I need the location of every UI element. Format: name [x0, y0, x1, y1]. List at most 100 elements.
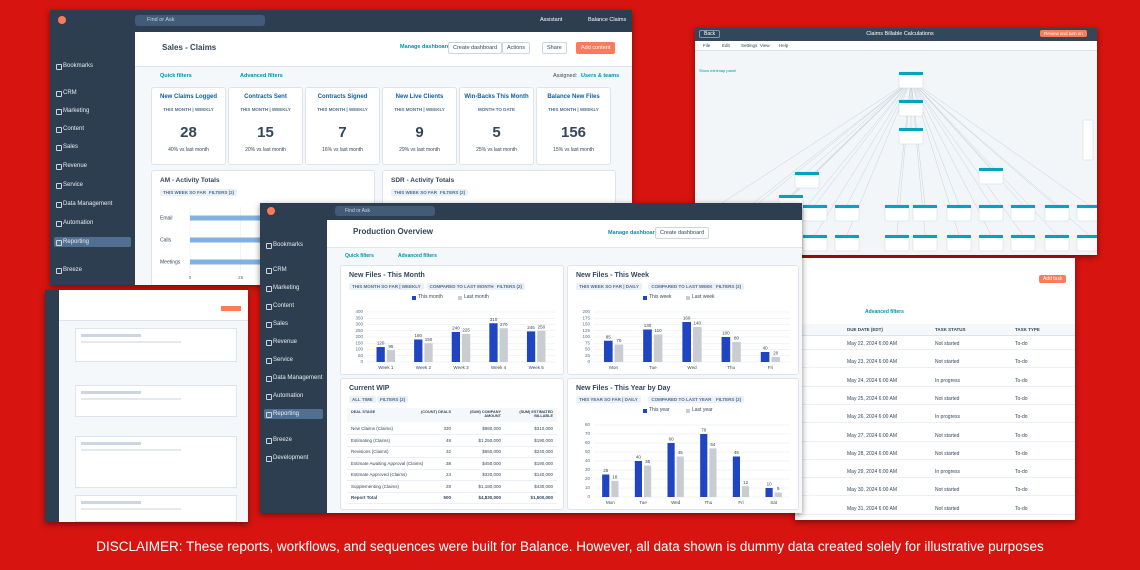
nav-item[interactable]: CRM	[63, 90, 77, 96]
nav-icon	[266, 394, 272, 400]
zoom-control	[1082, 119, 1094, 161]
chart-tag[interactable]: FILTERS (2)	[713, 396, 745, 403]
bar	[732, 342, 741, 362]
cell: $4,830,000	[478, 495, 501, 500]
header-button[interactable]: Share	[542, 42, 567, 54]
dashboard-title[interactable]: Sales - Claims	[162, 43, 217, 52]
nav-item[interactable]: Automation	[273, 393, 304, 399]
nav-item[interactable]: Data Management	[273, 375, 323, 381]
nav-item[interactable]: Bookmarks	[273, 242, 304, 248]
menu-item[interactable]: File	[703, 42, 711, 48]
cell: $190,000	[534, 437, 553, 443]
chart-tag[interactable]: THIS WEEK SO FAR | DAILY	[576, 283, 642, 290]
advanced-filters[interactable]: Advanced filters	[398, 253, 437, 259]
header-button[interactable]: Create dashboard	[655, 227, 710, 239]
assigned-value[interactable]: Users & teams	[581, 73, 620, 79]
nav-item[interactable]: Revenue	[273, 339, 298, 345]
row-divider	[347, 503, 557, 504]
menu-item[interactable]: Help	[779, 42, 789, 48]
quick-filters[interactable]: Quick filters	[160, 73, 192, 79]
chart-tag[interactable]: FILTERS (2)	[437, 189, 469, 196]
chart-tag[interactable]: THIS WEEK SO FAR	[391, 189, 441, 196]
add-task-button[interactable]: Add task	[1039, 275, 1067, 283]
nav-item[interactable]: Revenue	[63, 163, 88, 169]
assistant[interactable]: Assistant	[540, 17, 563, 23]
cell: $310,000	[534, 426, 553, 431]
header-button[interactable]: Create dashboard	[448, 42, 503, 54]
chart-tag[interactable]: THIS WEEK SO FAR	[160, 189, 210, 196]
account-name[interactable]: Balance Claims	[588, 17, 627, 23]
nav-item[interactable]: Content	[63, 126, 85, 132]
quick-filters[interactable]: Quick filters	[345, 253, 374, 259]
advanced-filters[interactable]: Advanced filters	[865, 309, 904, 315]
nav-item[interactable]: Breeze	[273, 437, 293, 443]
cell: To-do	[1015, 450, 1028, 457]
bar	[414, 339, 423, 362]
cell: 32	[445, 449, 451, 454]
chart-tag[interactable]: THIS MONTH SO FAR | WEEKLY	[349, 283, 424, 290]
nav-item[interactable]: Automation	[63, 220, 94, 226]
nav-item[interactable]: Reporting	[264, 409, 323, 419]
turn-on-button[interactable]: Review and turn on	[1040, 30, 1087, 37]
header-button[interactable]: Actions	[502, 42, 531, 54]
kpi-title: New Claims Logged	[159, 94, 217, 100]
row-divider	[347, 491, 557, 493]
menu-item[interactable]: View	[760, 42, 770, 48]
orange-button[interactable]	[221, 306, 241, 311]
connector	[910, 79, 1090, 206]
cell: Not started	[935, 450, 960, 457]
nav-item[interactable]: Service	[273, 357, 294, 363]
column-header: TASK TYPE	[1015, 327, 1040, 332]
advanced-filters[interactable]: Advanced filters	[240, 73, 283, 79]
cell: To-do	[1015, 432, 1028, 439]
data-label: 20	[773, 351, 779, 356]
bar	[526, 331, 536, 362]
data-label: 245	[527, 325, 535, 330]
nav-item[interactable]: Data Management	[63, 201, 113, 207]
chart-title: New Files - This Month	[349, 272, 425, 279]
chart-tag[interactable]: THIS YEAR SO FAR | DAILY	[576, 396, 641, 403]
node-accent	[979, 235, 1003, 238]
menu-item[interactable]: Settings	[741, 42, 758, 48]
y-tick-label: Meetings	[160, 259, 181, 265]
chart-tag[interactable]: COMPARED TO LAST MONTH	[426, 283, 497, 290]
chart-tag[interactable]: FILTERS (2)	[713, 283, 745, 290]
nav-item[interactable]: Sales	[63, 144, 79, 150]
bar	[614, 344, 624, 362]
nav-item[interactable]: Service	[63, 182, 84, 188]
nav-item[interactable]: Bookmarks	[63, 63, 94, 69]
nav-item[interactable]: Sales	[273, 321, 289, 327]
dashboard-title[interactable]: Production Overview	[353, 227, 434, 236]
table-tag[interactable]: ALL TIME	[349, 396, 376, 403]
search-box[interactable]: Find or Ask	[335, 206, 435, 216]
search-box[interactable]: Find or Ask	[135, 15, 265, 26]
node-accent	[1045, 235, 1069, 238]
table-tag[interactable]: FILTERS (2)	[377, 396, 409, 403]
minimap-link[interactable]: Show minimap panel	[699, 68, 737, 73]
chart-tag[interactable]: COMPARED TO LAST YEAR	[648, 396, 715, 403]
chart-tag[interactable]: COMPARED TO LAST WEEK	[648, 283, 716, 290]
nav-item[interactable]: Content	[273, 303, 295, 309]
bar	[537, 330, 546, 362]
header-button[interactable]: Manage dashboards	[400, 44, 454, 50]
chart-tag[interactable]: FILTERS (2)	[206, 189, 238, 196]
node-accent	[803, 205, 827, 208]
header-button[interactable]: Manage dashboards	[608, 230, 662, 236]
bar	[709, 448, 717, 497]
y-tick-label: 200	[355, 334, 363, 339]
table-header	[347, 408, 557, 422]
menu-item[interactable]: Edit	[722, 42, 730, 48]
cell: $140,000	[534, 472, 553, 477]
top-bar: Find or Ask	[260, 203, 802, 220]
chart-tag[interactable]: FILTERS (2)	[493, 283, 525, 290]
nav-item[interactable]: Reporting	[54, 237, 131, 247]
data-label: 140	[694, 321, 702, 326]
nav-item[interactable]: Marketing	[63, 108, 90, 114]
nav-item[interactable]: Development	[273, 455, 309, 461]
nav-item[interactable]: Breeze	[63, 267, 83, 273]
nav-item[interactable]: CRM	[273, 267, 287, 273]
nav-item[interactable]: Marketing	[273, 285, 300, 291]
kpi-change: 15% vs last month	[553, 147, 594, 153]
header-button[interactable]: Add content	[576, 42, 616, 54]
back-button[interactable]: Back	[699, 30, 721, 38]
